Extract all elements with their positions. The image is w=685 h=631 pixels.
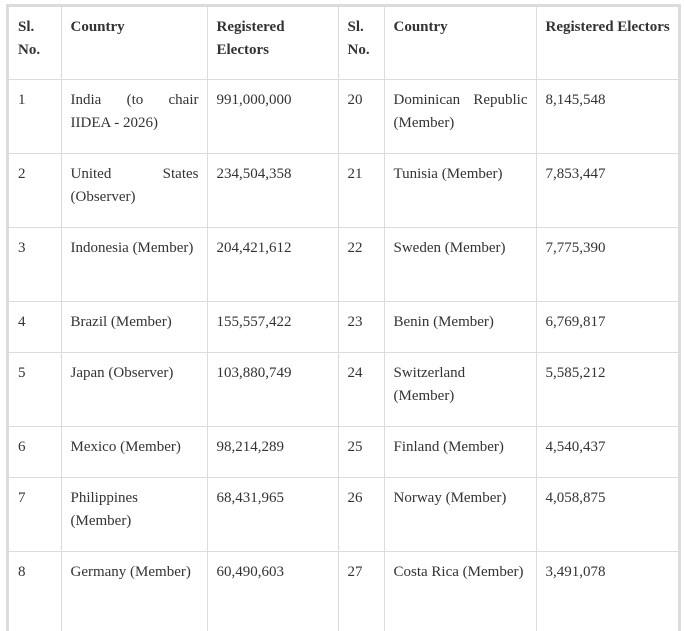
electors-cell: 3,491,078 xyxy=(536,552,678,631)
electors-cell: 60,490,603 xyxy=(207,552,338,631)
header-sl-no: Sl. No. xyxy=(9,7,61,80)
electors-cell: 4,540,437 xyxy=(536,427,678,478)
sl-no-cell: 5 xyxy=(9,353,61,427)
electors-cell: 4,058,875 xyxy=(536,478,678,552)
electors-table-container: Sl. No. Country Registered Electors Sl. … xyxy=(6,4,681,631)
country-cell: Costa Rica (Member) xyxy=(384,552,536,631)
sl-no-cell: 21 xyxy=(338,154,384,228)
electors-cell: 6,769,817 xyxy=(536,302,678,353)
header-registered-electors: Registered Electors xyxy=(536,7,678,80)
header-country: Country xyxy=(61,7,207,80)
country-cell: Switzerland (Member) xyxy=(384,353,536,427)
electors-table: Sl. No. Country Registered Electors Sl. … xyxy=(9,7,678,631)
sl-no-cell: 23 xyxy=(338,302,384,353)
electors-cell: 7,853,447 xyxy=(536,154,678,228)
sl-no-cell: 25 xyxy=(338,427,384,478)
header-country: Country xyxy=(384,7,536,80)
electors-cell: 98,214,289 xyxy=(207,427,338,478)
country-cell: Germany (Member) xyxy=(61,552,207,631)
sl-no-cell: 26 xyxy=(338,478,384,552)
country-cell: Indonesia (Member) xyxy=(61,228,207,302)
sl-no-cell: 4 xyxy=(9,302,61,353)
country-cell: India (to chair IIDEA - 2026) xyxy=(61,80,207,154)
country-cell: United States (Observer) xyxy=(61,154,207,228)
country-cell: Sweden (Member) xyxy=(384,228,536,302)
country-cell: Norway (Member) xyxy=(384,478,536,552)
header-registered-electors: Registered Electors xyxy=(207,7,338,80)
country-cell: Benin (Member) xyxy=(384,302,536,353)
electors-cell: 5,585,212 xyxy=(536,353,678,427)
sl-no-cell: 3 xyxy=(9,228,61,302)
electors-cell: 103,880,749 xyxy=(207,353,338,427)
sl-no-cell: 27 xyxy=(338,552,384,631)
electors-cell: 991,000,000 xyxy=(207,80,338,154)
electors-cell: 155,557,422 xyxy=(207,302,338,353)
header-sl-no: Sl. No. xyxy=(338,7,384,80)
sl-no-cell: 24 xyxy=(338,353,384,427)
sl-no-cell: 6 xyxy=(9,427,61,478)
sl-no-cell: 7 xyxy=(9,478,61,552)
sl-no-cell: 2 xyxy=(9,154,61,228)
electors-cell: 204,421,612 xyxy=(207,228,338,302)
sl-no-cell: 1 xyxy=(9,80,61,154)
country-cell: Tunisia (Member) xyxy=(384,154,536,228)
electors-cell: 68,431,965 xyxy=(207,478,338,552)
sl-no-cell: 22 xyxy=(338,228,384,302)
sl-no-cell: 8 xyxy=(9,552,61,631)
country-cell: Mexico (Member) xyxy=(61,427,207,478)
country-cell: Japan (Observer) xyxy=(61,353,207,427)
sl-no-cell: 20 xyxy=(338,80,384,154)
country-cell: Philippines (Member) xyxy=(61,478,207,552)
electors-cell: 7,775,390 xyxy=(536,228,678,302)
table-header-row: Sl. No. Country Registered Electors Sl. … xyxy=(9,7,678,80)
electors-cell: 234,504,358 xyxy=(207,154,338,228)
country-cell: Brazil (Member) xyxy=(61,302,207,353)
country-cell: Dominican Republic (Member) xyxy=(384,80,536,154)
country-cell: Finland (Member) xyxy=(384,427,536,478)
electors-cell: 8,145,548 xyxy=(536,80,678,154)
